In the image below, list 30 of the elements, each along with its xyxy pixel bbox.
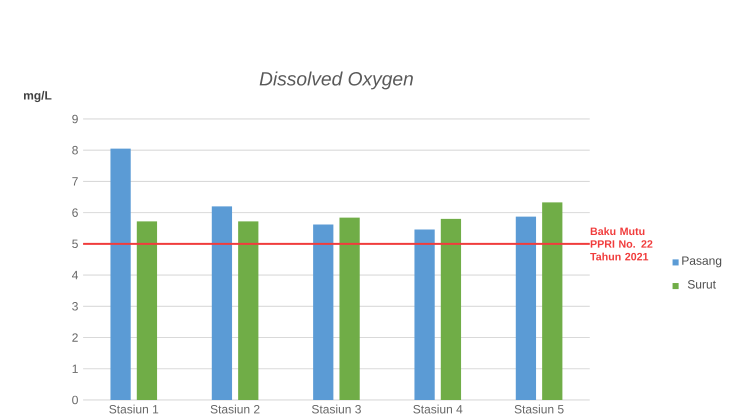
y-tick-label: 5 <box>72 240 78 248</box>
bar <box>516 216 536 400</box>
bar <box>136 221 158 400</box>
legend-label: Pasang <box>682 256 722 268</box>
chart-title: Dissolved Oxygen <box>260 72 413 90</box>
bar <box>542 202 562 400</box>
y-tick-label: 3 <box>72 302 78 311</box>
ref-line-label: Baku Mutu PPRI No. 22 Tahun 2021 <box>590 227 652 260</box>
y-tick-label: 6 <box>72 208 78 217</box>
x-tick-label: Stasiun 4 <box>413 404 462 414</box>
y-tick-label: 2 <box>72 333 78 342</box>
y-axis-title: mg/L <box>24 90 52 102</box>
bar <box>414 229 435 400</box>
x-tick-label: Stasiun 1 <box>109 404 158 414</box>
bar <box>212 206 232 400</box>
y-tick-label: 4 <box>72 270 78 280</box>
y-tick-label: 8 <box>72 146 78 154</box>
legend-label: Surut <box>688 280 716 289</box>
bar <box>110 148 131 400</box>
bar <box>238 221 258 400</box>
x-tick-label: Stasiun 2 <box>210 404 260 414</box>
bar <box>339 218 360 400</box>
bar <box>313 224 334 400</box>
y-tick-label: 1 <box>72 364 78 373</box>
y-tick-label: 9 <box>72 114 78 124</box>
x-tick-label: Stasiun 5 <box>514 404 564 414</box>
y-tick-label: 7 <box>72 177 78 186</box>
bar <box>440 218 462 400</box>
x-tick-label: Stasiun 3 <box>312 404 361 414</box>
y-tick-label: 0 <box>72 396 78 404</box>
